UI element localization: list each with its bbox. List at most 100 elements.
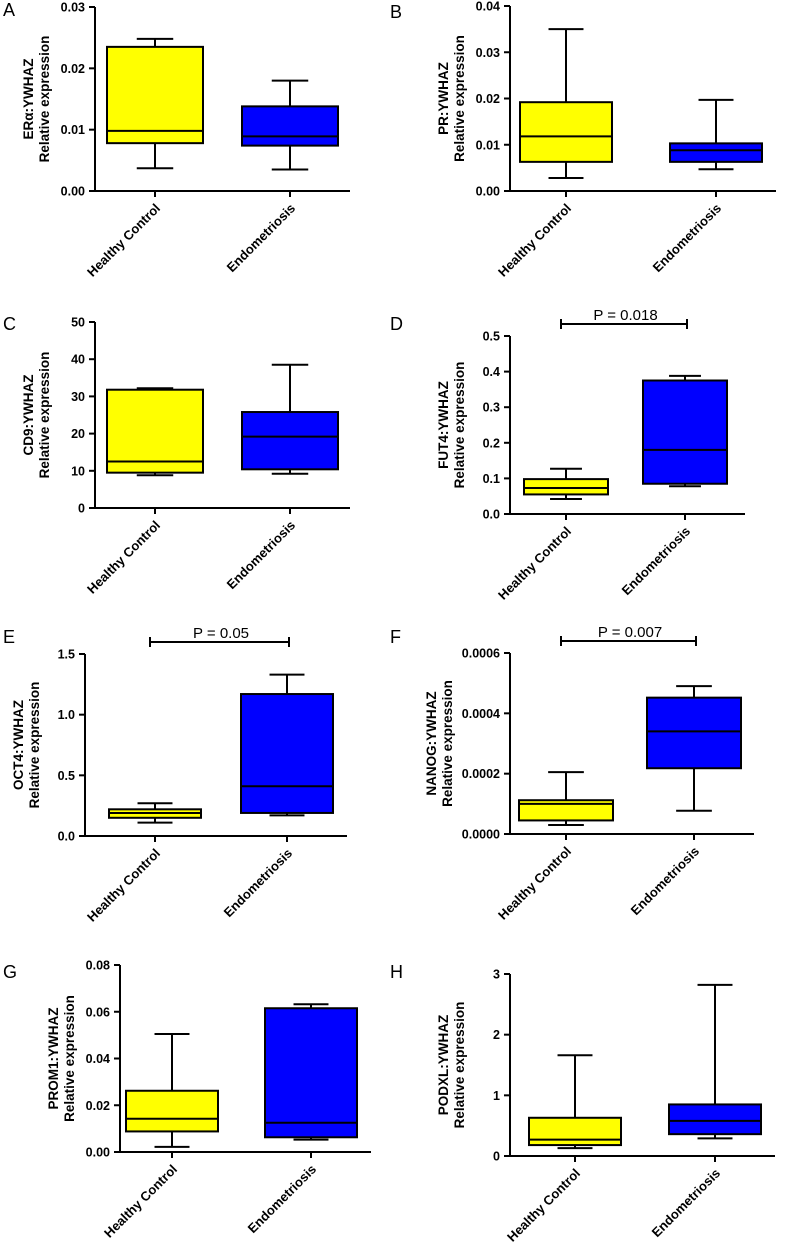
y-axis-title-sub: Relative expression (452, 1002, 467, 1129)
y-tick-label: 3 (493, 968, 500, 982)
y-axis-title-gene: PROM1:YWHAZ (46, 1008, 61, 1110)
x-tick-label: Healthy Control (84, 846, 163, 925)
panel-c: C 0 10 20 30 40 50 CD9:YWHAZ Relative expression… (3, 314, 350, 597)
y-tick-label: 0.4 (483, 365, 500, 379)
y-tick-label: 40 (71, 353, 85, 367)
y-tick-label: 0 (78, 502, 85, 516)
panel-label: H (390, 962, 403, 982)
x-tick-label: Endometriosis (649, 1166, 723, 1240)
x-tick-label: Healthy Control (495, 844, 574, 923)
box-healthy-control (518, 799, 614, 822)
y-axis-title-sub: Relative expression (37, 36, 52, 163)
box-endometriosis (241, 105, 339, 147)
y-tick-label: 0.06 (86, 1005, 110, 1019)
panel-f: F 0.0000 0.0002 0.0004 0.0006 NANOG:YWHAZ Rela… (390, 624, 754, 923)
x-tick-label: Endometriosis (224, 518, 298, 592)
box-healthy-control (106, 388, 204, 474)
panel-label: B (390, 2, 402, 22)
panel-d: D 0.0 0.1 0.2 0.3 0.4 0.5 FUT4:YWHAZ Relative ex… (390, 307, 745, 603)
y-tick-label: 0.0006 (462, 647, 500, 661)
p-value-label: P = 0.018 (593, 307, 657, 324)
panel-a: A 0.00 0.01 0.02 0.03 ERα:YWHAZ Relative expre… (3, 0, 350, 280)
y-tick-label: 0.04 (86, 1052, 110, 1066)
panel-g: G 0.00 0.02 0.04 0.06 0.08 PROM1:YWHAZ Relative… (3, 959, 371, 1241)
y-axis-title-sub: Relative expression (27, 682, 42, 809)
y-tick-label: 0.5 (483, 330, 500, 344)
y-tick-label: 1.5 (58, 648, 75, 662)
box-endometriosis (668, 1103, 762, 1136)
y-tick-label: 0.0 (58, 830, 75, 844)
y-axis-title-sub: Relative expression (452, 35, 467, 162)
box-endometriosis (241, 411, 339, 471)
y-tick-label: 0.5 (58, 769, 75, 783)
box-endometriosis (264, 1007, 358, 1139)
y-tick-label: 0.0004 (462, 707, 500, 721)
x-tick-label: Healthy Control (84, 518, 163, 597)
y-axis-title-gene: NANOG:YWHAZ (424, 691, 439, 795)
panel-label: A (3, 0, 15, 20)
y-tick-label: 0.01 (476, 138, 500, 152)
y-axis-title-sub: Relative expression (62, 995, 77, 1122)
y-axis-title-sub: Relative expression (440, 680, 455, 807)
panel-label: E (3, 627, 15, 647)
y-axis-title-gene: PR:YWHAZ (436, 62, 451, 135)
box-endometriosis (669, 142, 763, 163)
x-tick-label: Healthy Control (504, 1166, 583, 1245)
y-tick-label: 0.02 (61, 62, 85, 76)
y-tick-label: 0.00 (61, 185, 85, 199)
y-axis-title-sub: Relative expression (452, 362, 467, 489)
box-endometriosis (642, 379, 728, 485)
x-tick-label: Endometriosis (221, 846, 295, 920)
box-endometriosis (646, 696, 742, 770)
y-tick-label: 0.02 (86, 1099, 110, 1113)
y-axis-title-gene: PODXL:YWHAZ (436, 1015, 451, 1116)
y-tick-label: 0.0000 (462, 828, 500, 842)
x-tick-label: Healthy Control (84, 201, 163, 280)
x-tick-label: Endometriosis (619, 524, 693, 598)
panel-h: H 0 1 2 3 PODXL:YWHAZ Relative expression Healt… (390, 962, 775, 1245)
y-axis-title-sub: Relative expression (37, 352, 52, 479)
y-tick-label: 0.03 (61, 1, 85, 15)
y-tick-label: 0.1 (483, 472, 500, 486)
x-tick-label: Endometriosis (650, 201, 724, 275)
box-healthy-control (523, 478, 609, 496)
x-tick-label: Endometriosis (628, 844, 702, 918)
y-tick-label: 10 (71, 464, 85, 478)
y-tick-label: 30 (71, 390, 85, 404)
y-axis-title-gene: ERα:YWHAZ (21, 58, 36, 139)
panel-label: F (390, 627, 401, 647)
y-tick-label: 0.0 (483, 508, 500, 522)
box-healthy-control (106, 45, 204, 145)
y-tick-label: 0.00 (476, 185, 500, 199)
box-healthy-control (528, 1116, 622, 1147)
y-tick-label: 0.00 (86, 1146, 110, 1160)
panel-e: E 0.0 0.5 1.0 1.5 OCT4:YWHAZ Relative expressi… (3, 625, 347, 925)
y-tick-label: 1 (493, 1089, 500, 1103)
y-tick-label: 0 (493, 1150, 500, 1164)
x-tick-label: Healthy Control (101, 1162, 180, 1241)
y-tick-label: 0.03 (476, 46, 500, 60)
panel-label: D (390, 314, 403, 334)
box-healthy-control (125, 1089, 219, 1133)
y-tick-label: 2 (493, 1028, 500, 1042)
y-tick-label: 0.0002 (462, 767, 500, 781)
panel-label: C (3, 314, 16, 334)
y-tick-label: 0.08 (86, 959, 110, 973)
y-axis-title-gene: FUT4:YWHAZ (436, 381, 451, 469)
x-tick-label: Endometriosis (224, 201, 298, 275)
y-axis-title-gene: OCT4:YWHAZ (11, 700, 26, 790)
p-value-label: P = 0.007 (598, 624, 662, 641)
box-healthy-control (519, 101, 613, 163)
x-tick-label: Healthy Control (495, 201, 574, 280)
panel-label: G (3, 962, 17, 982)
x-tick-label: Healthy Control (495, 524, 574, 603)
y-tick-label: 0.3 (483, 401, 500, 415)
y-axis-title-gene: CD9:YWHAZ (21, 375, 36, 456)
y-tick-label: 50 (71, 316, 85, 330)
y-tick-label: 0.02 (476, 92, 500, 106)
x-tick-label: Endometriosis (245, 1162, 319, 1236)
panel-b: B 0.00 0.01 0.02 0.03 0.04 PR:YWHAZ Relative ex… (390, 0, 776, 280)
y-tick-label: 0.01 (61, 123, 85, 137)
y-tick-label: 0.2 (483, 436, 500, 450)
